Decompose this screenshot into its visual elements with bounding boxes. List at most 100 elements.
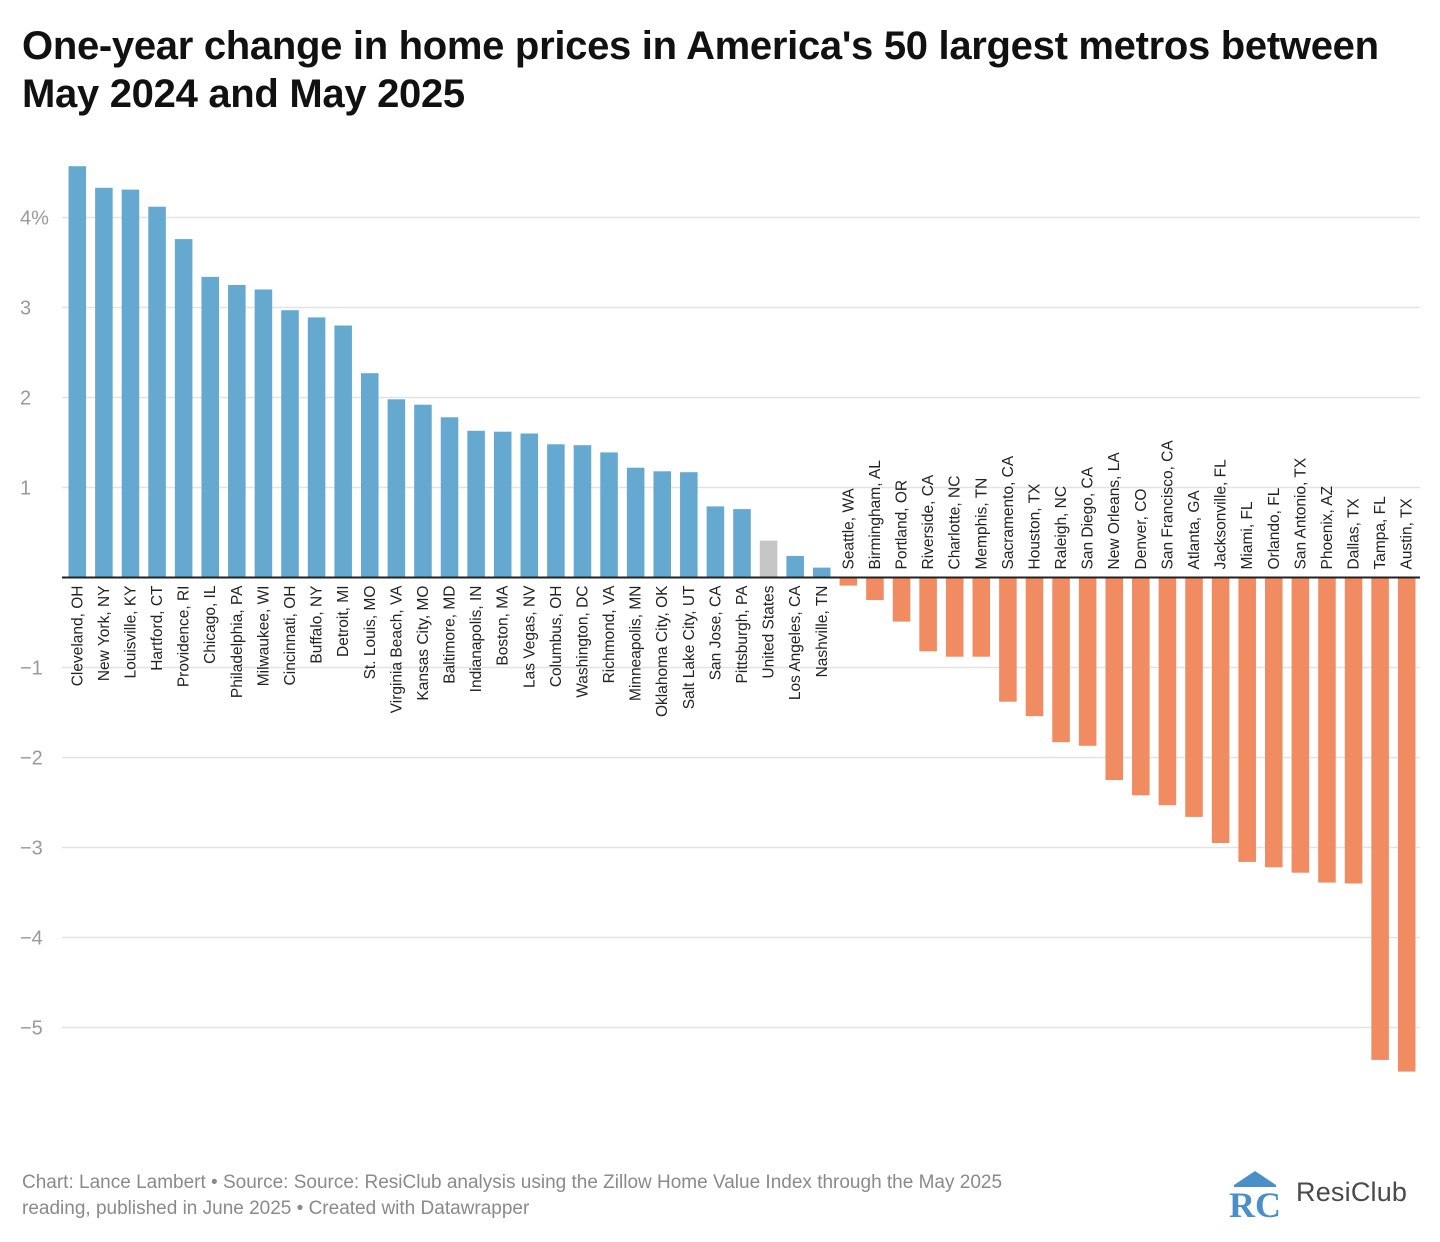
- category-label: Nashville, TN: [814, 586, 831, 678]
- category-label: San Antonio, TX: [1292, 457, 1309, 569]
- category-label: Milwaukee, WI: [255, 586, 272, 687]
- bar: [999, 577, 1017, 702]
- bar: [360, 373, 379, 578]
- category-label: Seattle, WA: [840, 488, 857, 570]
- y-tick-label: −3: [20, 838, 43, 860]
- category-label: Denver, CO: [1133, 489, 1150, 570]
- bar: [387, 399, 406, 578]
- bar: [1132, 577, 1150, 796]
- bar: [1025, 577, 1044, 717]
- category-label: Cleveland, OH: [69, 586, 86, 687]
- bar: [706, 506, 725, 578]
- category-label: Detroit, MI: [335, 586, 352, 657]
- y-tick-label: −4: [20, 928, 43, 950]
- category-label: Oklahoma City, OK: [654, 585, 671, 717]
- bar: [493, 431, 512, 578]
- bar: [600, 452, 618, 578]
- y-tick-label: 4%: [20, 208, 49, 230]
- resiclub-logo-icon: RC: [1229, 1171, 1281, 1221]
- category-label: Phoenix, AZ: [1319, 486, 1336, 570]
- category-label: United States: [761, 585, 778, 678]
- bar: [786, 555, 804, 578]
- chart-title: One-year change in home prices in Americ…: [22, 24, 1379, 116]
- bar: [1158, 577, 1177, 806]
- category-label: Memphis, TN: [973, 478, 990, 570]
- bar: [1105, 577, 1124, 780]
- y-tick-label: −2: [20, 748, 43, 770]
- category-label: Charlotte, NC: [947, 476, 964, 570]
- bar: [866, 577, 884, 600]
- category-label: New Orleans, LA: [1106, 452, 1123, 570]
- bar: [1318, 577, 1336, 883]
- bar: [839, 577, 858, 586]
- y-tick-label: −5: [20, 1018, 43, 1040]
- bar: [1052, 577, 1070, 743]
- bar: [1344, 577, 1363, 884]
- category-label: Indianapolis, IN: [468, 586, 485, 693]
- category-label: Jacksonville, FL: [1213, 459, 1230, 570]
- bar: [1078, 577, 1097, 746]
- bar: [281, 310, 299, 578]
- category-label: Louisville, KY: [122, 586, 139, 679]
- y-tick-label: 2: [20, 388, 31, 410]
- bar: [573, 445, 592, 578]
- y-tick-label: 1: [20, 478, 31, 500]
- category-label: Richmond, VA: [601, 585, 618, 684]
- category-label: Dallas, TX: [1346, 498, 1363, 570]
- bar: [759, 540, 778, 578]
- category-label: Portland, OR: [894, 480, 911, 570]
- y-axis-ticks: 4% 3 2 1 −1 −2 −3 −4 −5: [20, 208, 49, 1040]
- bar: [626, 467, 645, 578]
- bar: [440, 417, 459, 578]
- category-label: San Francisco, CA: [1159, 440, 1176, 570]
- bar: [121, 189, 140, 578]
- category-label: Austin, TX: [1399, 498, 1416, 570]
- bar: [919, 577, 937, 652]
- category-label: San Diego, CA: [1080, 466, 1097, 569]
- logo-text: ResiClub: [1296, 1176, 1408, 1207]
- category-label: Washington, DC: [574, 586, 591, 698]
- bar: [68, 166, 87, 578]
- category-label: Raleigh, NC: [1053, 486, 1070, 570]
- footer-line-2: reading, published in June 2025 • Create…: [22, 1198, 530, 1219]
- bar: [972, 577, 991, 657]
- bar: [414, 404, 432, 578]
- bar: [1238, 577, 1256, 862]
- category-label: Salt Lake City, UT: [681, 585, 698, 709]
- bar: [812, 567, 831, 578]
- category-label: Boston, MA: [495, 585, 512, 666]
- category-label: Tampa, FL: [1372, 496, 1389, 570]
- category-label: Pittsburgh, PA: [734, 585, 751, 684]
- category-label: Chicago, IL: [202, 585, 219, 664]
- bar: [334, 325, 352, 578]
- category-label: Hartford, CT: [149, 585, 166, 671]
- bar: [228, 285, 246, 578]
- bar: [733, 509, 751, 578]
- bar: [680, 472, 698, 578]
- category-label: Miami, FL: [1239, 501, 1256, 569]
- chart-footer: Chart: Lance Lambert • Source: Source: R…: [22, 1170, 1182, 1222]
- bar: [1185, 577, 1203, 817]
- resiclub-logo[interactable]: RC ResiClub: [1226, 1163, 1407, 1221]
- svg-text:RC: RC: [1229, 1185, 1281, 1221]
- bar: [1211, 577, 1230, 843]
- category-label: St. Louis, MO: [362, 586, 379, 680]
- category-label: Riverside, CA: [920, 474, 937, 569]
- bars: [68, 166, 1416, 1072]
- bar: [307, 317, 326, 578]
- bar: [547, 444, 565, 578]
- category-label: Sacramento, CA: [1000, 455, 1017, 569]
- bar: [1371, 577, 1389, 1060]
- bar: [945, 577, 964, 657]
- category-label: Las Vegas, NV: [521, 585, 538, 688]
- category-label: Minneapolis, MN: [628, 586, 645, 701]
- bar: [148, 206, 166, 578]
- category-label: Baltimore, MD: [442, 586, 459, 684]
- bar: [1291, 577, 1310, 873]
- bar: [520, 433, 539, 578]
- category-label: Buffalo, NY: [309, 586, 326, 664]
- category-label: Kansas City, MO: [415, 586, 432, 701]
- bar: [892, 577, 911, 622]
- bar: [1264, 577, 1283, 868]
- bar: [174, 239, 193, 578]
